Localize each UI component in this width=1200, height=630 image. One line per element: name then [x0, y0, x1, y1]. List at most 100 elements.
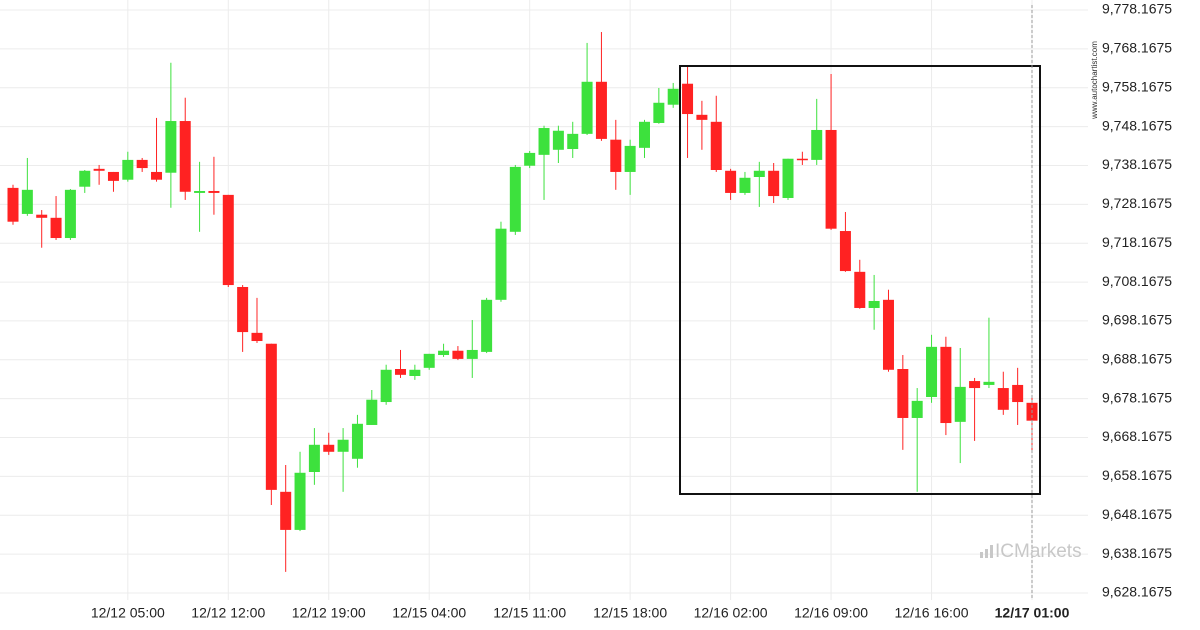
- candle-body: [93, 168, 105, 171]
- candle-body: [122, 159, 134, 180]
- candle-body: [466, 349, 478, 359]
- candle-body: [294, 472, 306, 530]
- candle-body: [940, 346, 952, 424]
- pattern-box: [679, 65, 1041, 495]
- candle-body: [595, 81, 607, 139]
- candle-body: [624, 145, 636, 172]
- candle-body: [882, 299, 894, 370]
- candle-body: [251, 332, 263, 342]
- candle-body: [237, 286, 249, 333]
- candle-body: [983, 381, 995, 385]
- candle-body: [567, 133, 579, 150]
- candle-body: [438, 350, 450, 356]
- y-tick-label: 9,658.1675: [1102, 467, 1172, 483]
- candle-body: [638, 121, 650, 148]
- candle-body: [64, 189, 76, 239]
- brand-logo-icon: [980, 545, 993, 558]
- candle-body: [509, 166, 521, 232]
- y-tick-label: 9,728.1675: [1102, 195, 1172, 211]
- candle-body: [868, 300, 880, 308]
- candle-body: [165, 121, 177, 173]
- candle-body: [725, 170, 737, 193]
- candle-body: [768, 170, 780, 197]
- x-tick-label: 12/12 05:00: [91, 605, 165, 621]
- x-tick-label: 12/15 18:00: [593, 605, 667, 621]
- candles: [7, 32, 1038, 572]
- candle-body: [854, 271, 866, 308]
- candle-body: [452, 350, 464, 359]
- candle-body: [825, 129, 837, 229]
- candle-body: [897, 369, 909, 418]
- candle-body: [782, 158, 794, 198]
- candle-body: [495, 228, 507, 300]
- candle-body: [323, 444, 335, 452]
- candle-body: [409, 369, 421, 376]
- candle-body: [997, 388, 1009, 410]
- candle-body: [481, 299, 493, 352]
- y-tick-label: 9,628.1675: [1102, 584, 1172, 600]
- y-tick-label: 9,638.1675: [1102, 545, 1172, 561]
- candle-body: [667, 88, 679, 105]
- y-tick-label: 9,718.1675: [1102, 234, 1172, 250]
- candle-body: [380, 369, 392, 403]
- candle-body: [222, 194, 234, 286]
- candle-body: [308, 444, 320, 472]
- candle-body: [265, 343, 277, 490]
- candle-body: [179, 121, 191, 192]
- candle-body: [208, 190, 220, 193]
- candle-body: [524, 152, 536, 166]
- y-tick-label: 9,668.1675: [1102, 428, 1172, 444]
- candle-body: [610, 139, 622, 172]
- candle-body: [926, 346, 938, 397]
- candle-body: [280, 491, 292, 530]
- candle-body: [194, 190, 206, 193]
- candle-body: [351, 423, 363, 459]
- candle-body: [796, 158, 808, 161]
- y-tick-label: 9,778.1675: [1102, 1, 1172, 17]
- candle-body: [107, 171, 119, 181]
- y-tick-label: 9,678.1675: [1102, 389, 1172, 405]
- candle-body: [50, 217, 62, 239]
- candle-body: [839, 231, 851, 272]
- candle-body: [423, 353, 435, 368]
- x-tick-label: 12/12 19:00: [292, 605, 366, 621]
- candle-body: [395, 369, 407, 375]
- y-tick-label: 9,768.1675: [1102, 40, 1172, 56]
- candle-body: [682, 83, 694, 115]
- candle-body: [21, 189, 33, 214]
- x-tick-label: 12/16 16:00: [895, 605, 969, 621]
- x-tick-label: 12/16 02:00: [694, 605, 768, 621]
- candle-body: [710, 121, 722, 171]
- x-tick-label: 12/15 11:00: [493, 605, 566, 621]
- candle-body: [954, 386, 966, 422]
- candle-body: [552, 130, 564, 150]
- candle-body: [79, 170, 91, 187]
- candle-body: [538, 128, 550, 155]
- candle-body: [739, 177, 751, 193]
- candle-body: [753, 170, 765, 178]
- candle-body: [151, 171, 163, 180]
- brand-logo: ICMarkets: [995, 541, 1082, 562]
- candle-body: [969, 381, 981, 389]
- x-tick-label: 12/16 09:00: [794, 605, 868, 621]
- candle-body: [136, 159, 148, 169]
- candle-body: [7, 187, 19, 222]
- x-tick-label: 12/12 12:00: [191, 605, 265, 621]
- candle-body: [1012, 384, 1024, 403]
- candle-body: [811, 129, 823, 160]
- candle-body: [911, 400, 923, 418]
- source-watermark: www.autochartist.com: [1090, 41, 1099, 120]
- candle-body: [366, 399, 378, 425]
- y-tick-label: 9,748.1675: [1102, 117, 1172, 133]
- candle-body: [581, 81, 593, 134]
- y-tick-label: 9,688.1675: [1102, 351, 1172, 367]
- y-tick-label: 9,648.1675: [1102, 506, 1172, 522]
- x-tick-label: 12/15 04:00: [392, 605, 466, 621]
- candle-body: [36, 214, 48, 218]
- y-tick-label: 9,738.1675: [1102, 156, 1172, 172]
- grid: [0, 0, 1088, 600]
- candle-body: [337, 439, 349, 452]
- candle-body: [653, 102, 665, 123]
- y-tick-label: 9,708.1675: [1102, 273, 1172, 289]
